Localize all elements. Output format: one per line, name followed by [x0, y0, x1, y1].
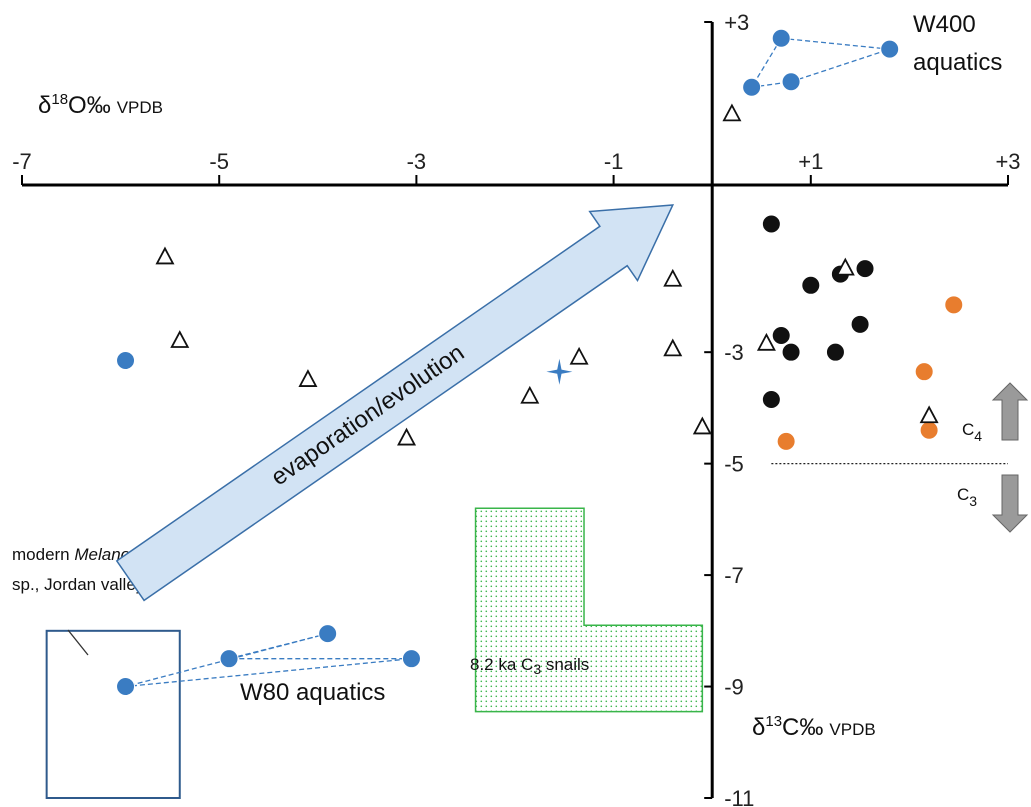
data-point	[801, 275, 821, 295]
y-tick-label: -11	[724, 786, 754, 807]
y-tick-label: +3	[724, 10, 749, 35]
data-point-triangle	[756, 332, 776, 351]
melanopsis-box	[45, 629, 181, 799]
data-point-triangle	[397, 427, 417, 446]
data-point-triangle	[155, 246, 175, 265]
c4-up-arrow	[991, 382, 1029, 441]
w400-label-line1: W400	[913, 11, 976, 38]
data-point	[761, 390, 781, 410]
data-point	[116, 351, 136, 371]
x-axis-ticks: -7 -5 -3 -1 +1 +3	[12, 149, 1021, 185]
series-link	[750, 37, 890, 89]
data-point	[401, 649, 421, 669]
x-axis-title: δ18O‰ VPDB	[38, 91, 163, 119]
snail-region-label: 8.2 ka C3 snails	[470, 655, 589, 677]
x-tick-label: -5	[209, 149, 229, 174]
evaporation-evolution-label: evaporation/evolution	[266, 339, 469, 491]
data-point-triangle	[722, 103, 742, 122]
data-point	[855, 259, 875, 279]
y-tick-label: -5	[724, 452, 744, 477]
data-point	[919, 420, 939, 440]
x-tick-label: -1	[604, 149, 624, 174]
data-point-triangle	[170, 330, 190, 348]
data-point	[825, 342, 845, 362]
x-tick-label: -7	[12, 149, 32, 174]
evaporation-evolution-arrow	[115, 204, 675, 602]
data-point-triangle	[692, 416, 712, 435]
data-point-triangle	[520, 385, 540, 404]
data-point	[219, 649, 239, 669]
data-point	[880, 39, 900, 59]
y-tick-label: -9	[724, 675, 744, 700]
data-point	[771, 325, 791, 345]
data-point-triangle	[919, 405, 939, 424]
data-point	[742, 77, 762, 97]
data-point	[318, 624, 338, 644]
y-axis-ticks: +3 -3 -5 -7 -9 -11	[704, 10, 754, 807]
x-tick-label: -3	[407, 149, 427, 174]
data-point	[781, 342, 801, 362]
data-point-triangle	[569, 346, 589, 365]
data-point-triangle	[663, 338, 683, 357]
c3-down-arrow	[991, 474, 1029, 533]
snail-region	[474, 507, 704, 713]
melanopsis-leader-line	[67, 629, 89, 656]
data-point	[771, 28, 791, 48]
melanopsis-label-line2: sp., Jordan valley	[12, 575, 145, 594]
w400-label-line2: aquatics	[913, 49, 1002, 76]
x-tick-label: +3	[995, 149, 1020, 174]
data-point	[776, 431, 796, 451]
data-point-triangle	[298, 369, 318, 387]
data-point	[914, 362, 934, 382]
w80-label: W80 aquatics	[240, 679, 385, 706]
y-tick-label: -3	[724, 340, 744, 365]
c4-label: C4	[962, 420, 982, 444]
data-point-triangle	[835, 257, 855, 276]
data-points	[116, 28, 964, 697]
data-point	[761, 214, 781, 234]
data-point	[116, 677, 136, 697]
data-point	[944, 295, 964, 315]
data-point	[781, 72, 801, 92]
y-axis-title: δ13C‰ VPDB	[752, 713, 876, 741]
y-tick-label: -7	[724, 563, 744, 588]
c3-label: C3	[957, 485, 977, 509]
data-point-star	[546, 358, 573, 385]
x-tick-label: +1	[798, 149, 823, 174]
data-point	[850, 314, 870, 334]
data-point-triangle	[663, 268, 683, 287]
